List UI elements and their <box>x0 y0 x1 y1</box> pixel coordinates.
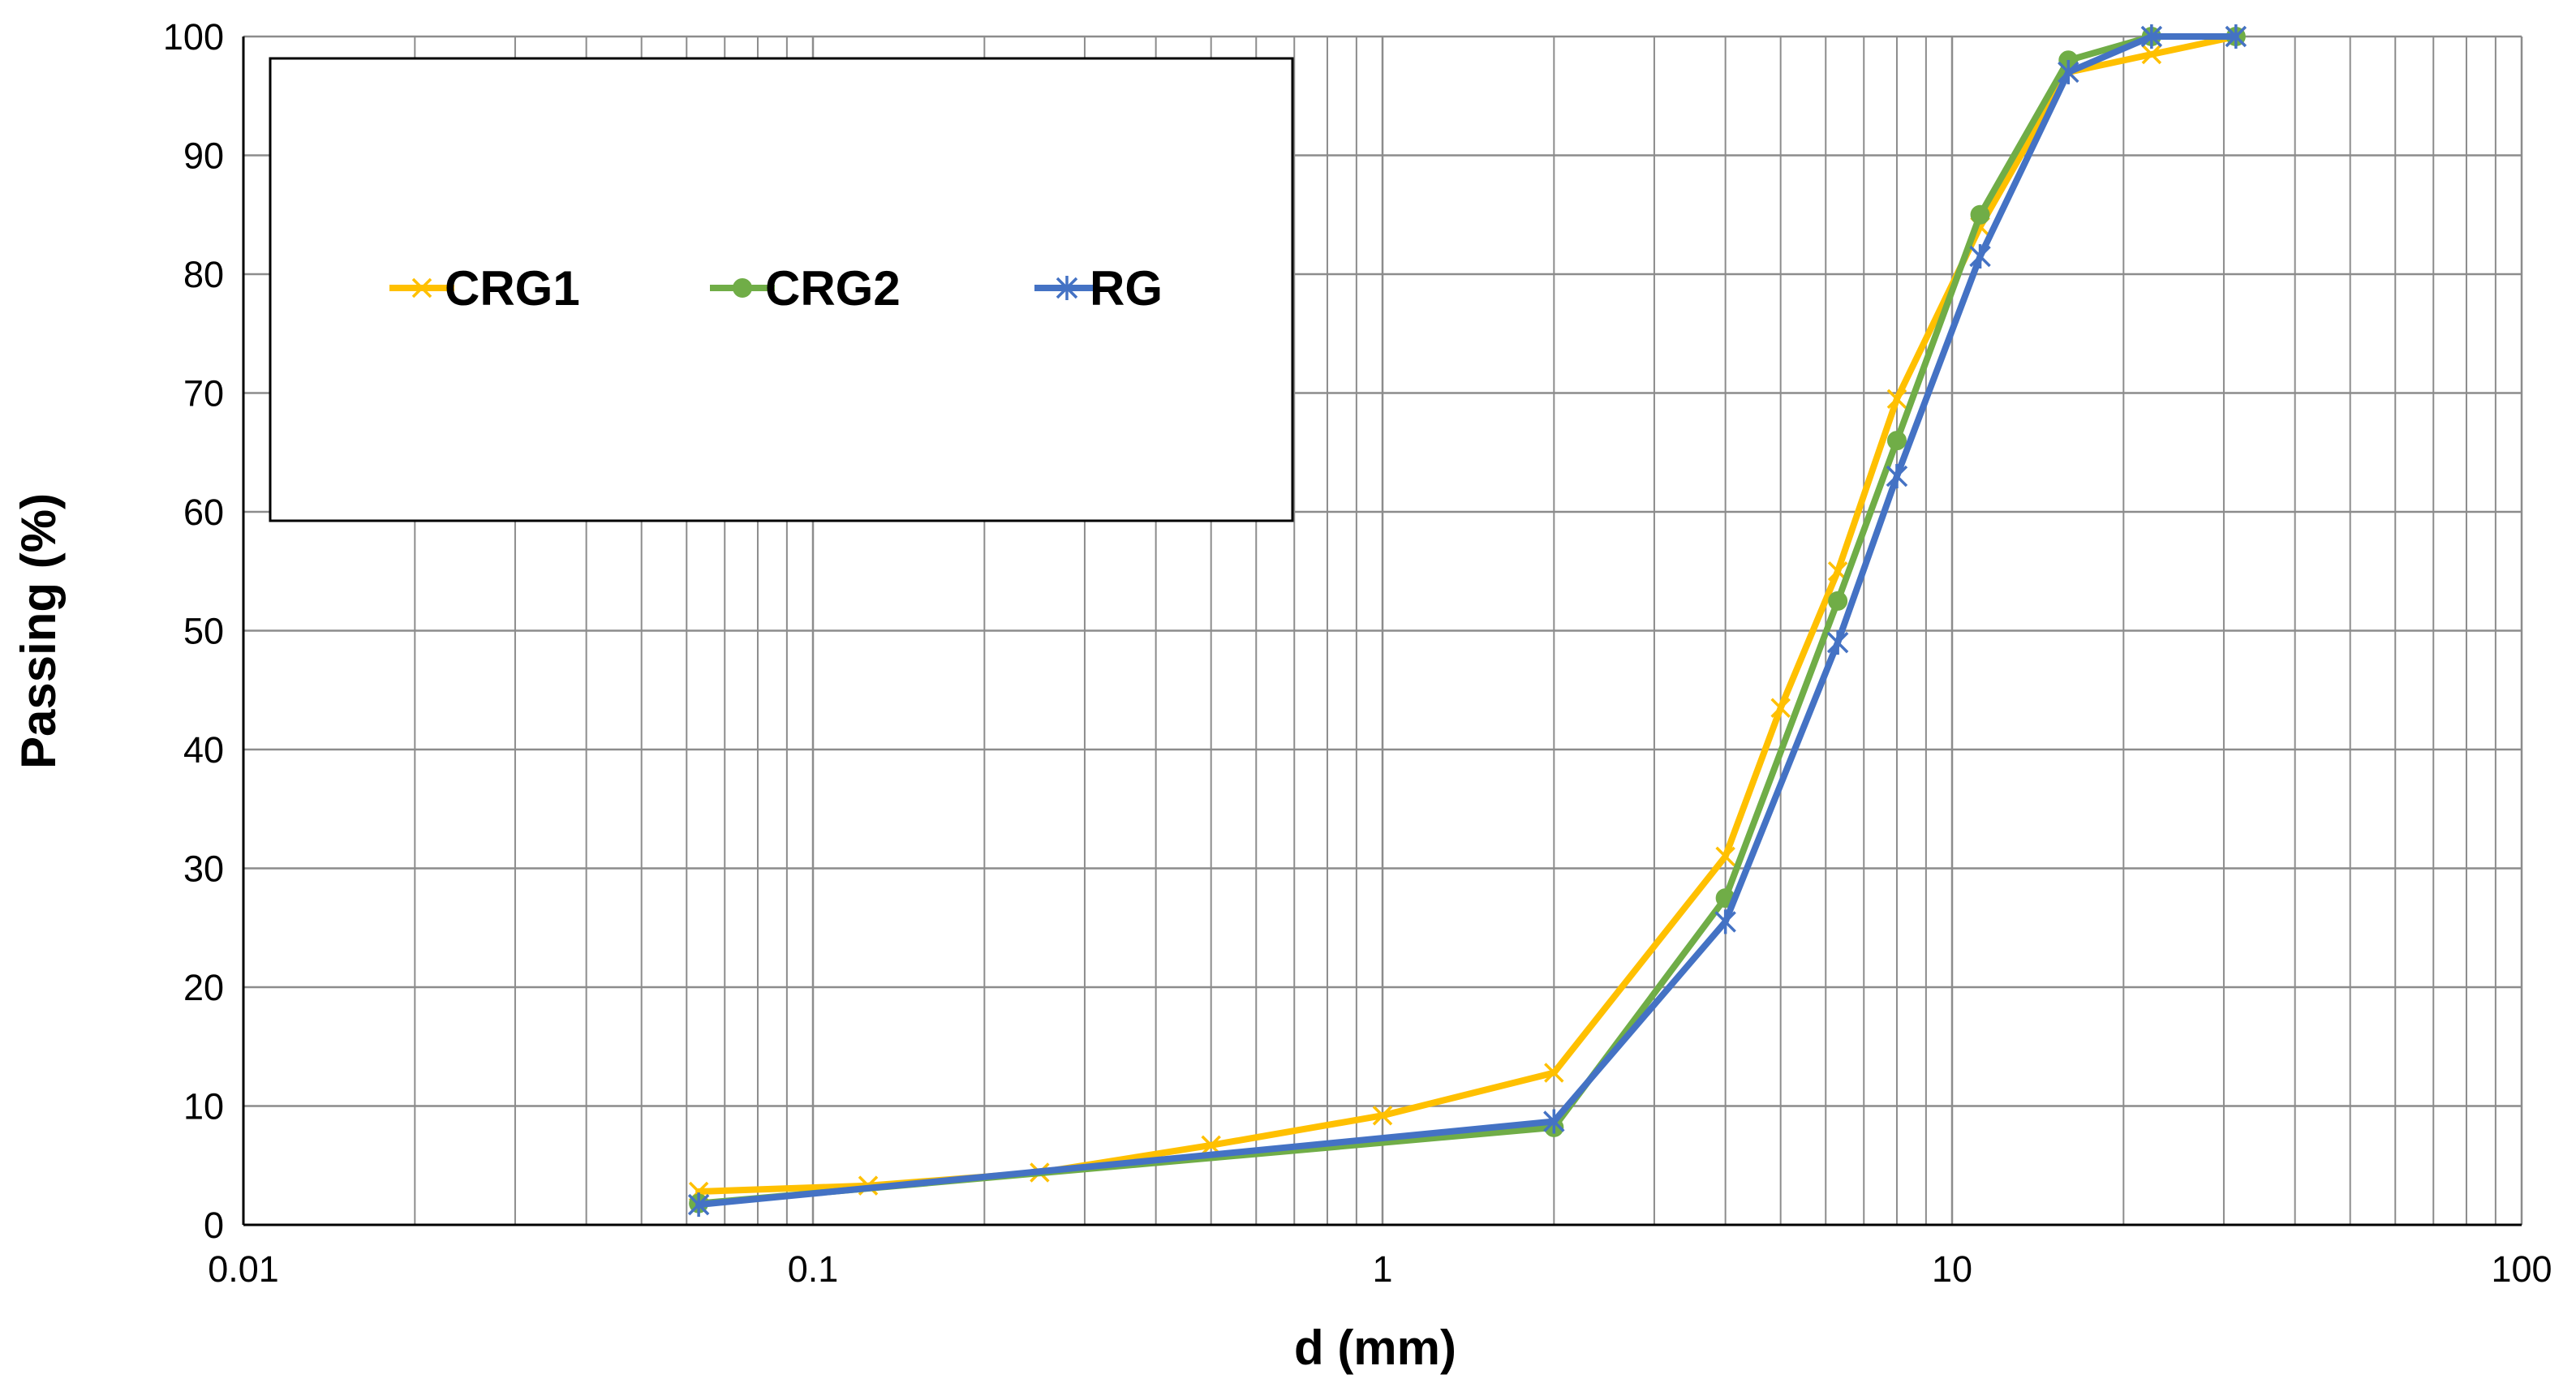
data-point-rg <box>1886 464 1908 489</box>
legend: CRG1 CRG2 RG <box>269 57 1294 522</box>
data-point-crg1 <box>1372 1105 1393 1126</box>
marker-stroke <box>411 277 432 299</box>
x-tick-label: 10 <box>1932 1248 1972 1290</box>
data-point-crg1 <box>1715 846 1735 867</box>
y-tick-label: 20 <box>183 967 224 1008</box>
legend-entry-crg2: CRG2 <box>710 261 901 316</box>
data-point-rg <box>1714 909 1736 934</box>
data-point-crg1 <box>2141 44 2162 65</box>
series-group <box>687 24 2247 1218</box>
legend-label-crg1: CRG1 <box>445 261 580 316</box>
data-point-rg <box>1543 1109 1565 1134</box>
series-rg <box>687 24 2247 1218</box>
data-point-crg1 <box>1886 389 1907 410</box>
marker-stroke <box>1201 1135 1221 1156</box>
data-point-crg2 <box>1886 431 1907 451</box>
marker-stroke <box>1544 1063 1564 1083</box>
data-point-crg2 <box>1828 591 1848 611</box>
marker-stroke <box>1715 846 1735 867</box>
y-tick-label: 70 <box>183 373 224 415</box>
data-point-rg <box>2140 24 2163 49</box>
data-point-rg <box>1826 630 1849 655</box>
marker-stroke <box>1886 389 1907 410</box>
x-tick-label: 100 <box>2491 1248 2552 1290</box>
y-tick-label: 0 <box>204 1205 224 1246</box>
legend-marker-crg1 <box>411 277 432 299</box>
data-point-rg <box>687 1192 710 1218</box>
axes: 0 10 20 30 40 50 60 70 80 90 100 0.01 0.1 1 10 100 <box>163 16 2552 1290</box>
data-point-crg2 <box>1970 204 1990 225</box>
data-point-rg <box>1969 244 1991 269</box>
y-tick-label: 30 <box>183 848 224 890</box>
y-axis-title: Passing (%) <box>11 493 66 769</box>
y-tick-label: 100 <box>163 16 224 58</box>
data-point-crg1 <box>1544 1063 1564 1083</box>
data-point-rg <box>2058 59 2079 84</box>
legend-entry-crg1: CRG1 <box>389 261 580 316</box>
y-tick-label: 60 <box>183 492 224 533</box>
marker-stroke <box>2141 44 2162 65</box>
marker-stroke <box>1827 561 1848 582</box>
marker-stroke <box>1770 698 1791 718</box>
y-tick-label: 50 <box>183 611 224 652</box>
y-tick-label: 40 <box>183 729 224 771</box>
legend-label-rg: RG <box>1090 261 1163 316</box>
legend-marker-crg2 <box>733 278 752 298</box>
y-tick-label: 90 <box>183 135 224 177</box>
data-point-crg1 <box>1770 698 1791 718</box>
x-tick-label: 1 <box>1372 1248 1392 1290</box>
legend-entry-rg: RG <box>1034 261 1163 316</box>
data-point-rg <box>2225 24 2247 49</box>
y-tick-label: 80 <box>183 254 224 295</box>
x-axis-title: d (mm) <box>1294 1321 1456 1375</box>
x-tick-label: 0.01 <box>208 1248 279 1290</box>
y-tick-label: 10 <box>183 1086 224 1128</box>
x-tick-label: 0.1 <box>788 1248 839 1290</box>
legend-marker-rg <box>1056 276 1078 300</box>
legend-label-crg2: CRG2 <box>765 261 901 316</box>
marker-stroke <box>1372 1105 1393 1126</box>
